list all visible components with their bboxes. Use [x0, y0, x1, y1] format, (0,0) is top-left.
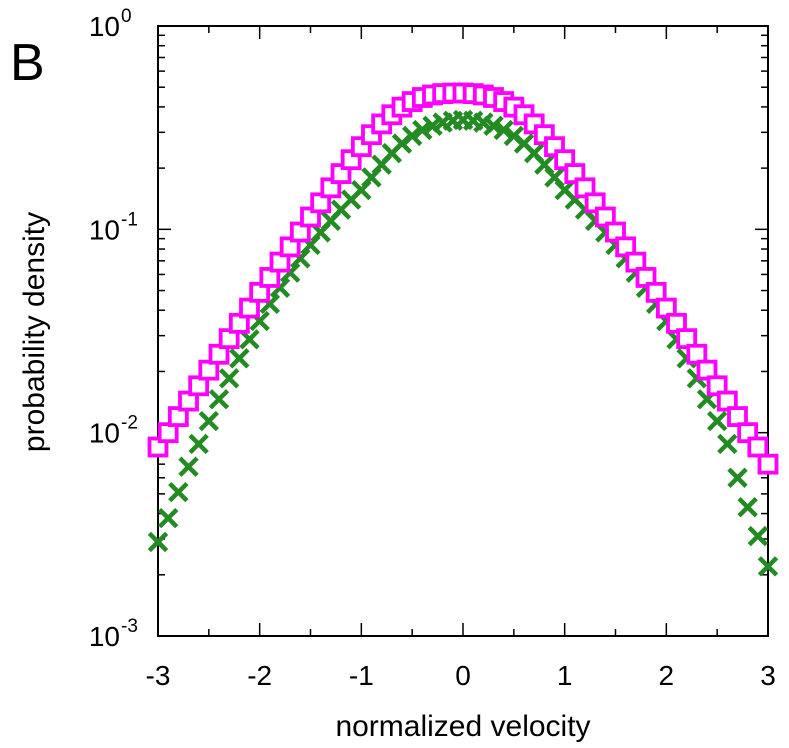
data-point-cross	[208, 389, 230, 410]
data-point-cross	[188, 433, 209, 455]
data-point-cross	[198, 410, 220, 432]
data-point-square	[747, 436, 769, 458]
x-axis-label: normalized velocity	[335, 710, 590, 743]
x-tick-label: 0	[455, 660, 471, 691]
y-tick-label: 10	[89, 11, 120, 42]
data-point-cross	[168, 481, 189, 503]
x-tick-label: 3	[760, 660, 776, 691]
data-point-cross	[218, 368, 240, 389]
data-point-cross	[412, 119, 433, 141]
panel-label: B	[10, 34, 45, 92]
y-tick-exponent: -3	[121, 616, 138, 637]
y-tick-exponent: -2	[121, 413, 138, 434]
x-tick-label: -3	[146, 660, 171, 691]
data-point-cross	[178, 456, 199, 477]
data-point-cross	[747, 525, 769, 547]
series-2	[147, 82, 779, 475]
x-tick-label: -1	[349, 660, 374, 691]
y-tick-label: 10	[89, 214, 120, 245]
data-point-cross	[493, 119, 514, 141]
y-tick-label: 10	[89, 621, 120, 652]
data-point-cross	[483, 115, 504, 136]
data-point-cross	[737, 497, 758, 518]
x-tick-label: 2	[659, 660, 675, 691]
data-point-cross	[157, 507, 179, 529]
y-axis-label: probability density	[18, 212, 51, 452]
data-point-cross	[147, 531, 169, 553]
data-point-cross	[239, 329, 260, 350]
y-tick-label: 10	[89, 418, 120, 449]
data-point-cross	[717, 433, 738, 455]
y-tick-exponent: -1	[121, 209, 138, 230]
x-tick-label: 1	[557, 660, 573, 691]
data-point-cross	[706, 410, 728, 432]
data-point-cross	[757, 556, 779, 577]
data-point-cross	[229, 348, 250, 369]
data-point-cross	[401, 125, 423, 147]
data-series	[147, 82, 779, 577]
data-point-cross	[727, 467, 748, 488]
data-point-square	[757, 453, 779, 475]
x-tick-label: -2	[247, 660, 272, 691]
y-tick-exponent: 0	[121, 6, 132, 27]
